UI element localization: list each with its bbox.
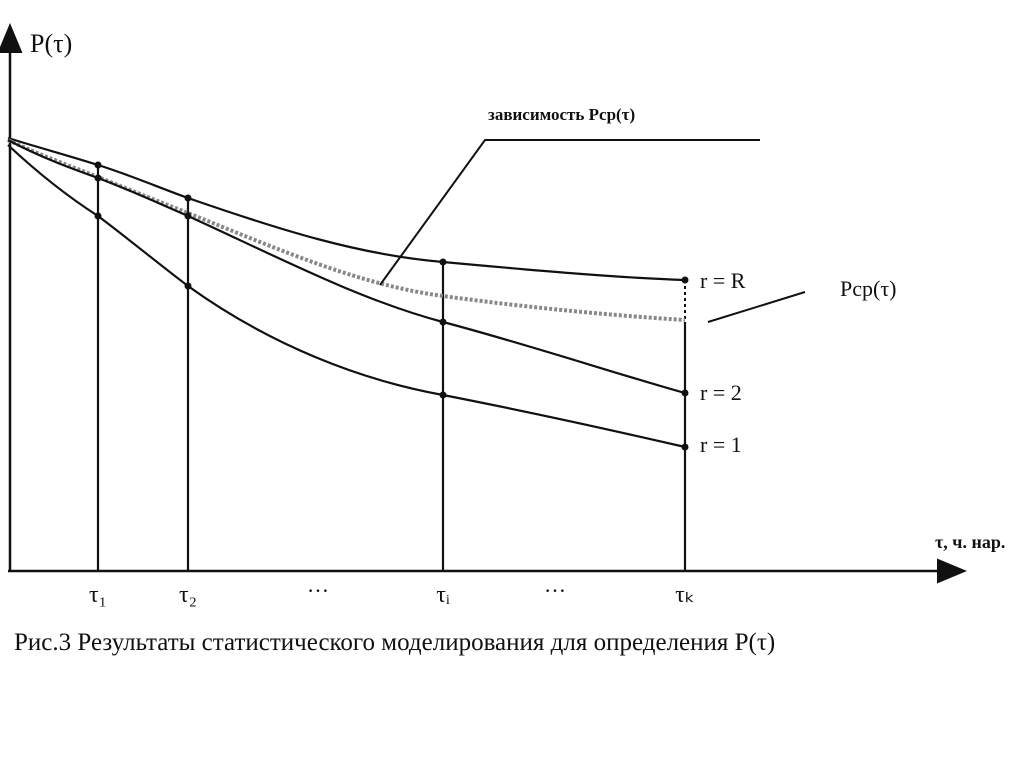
points	[94, 161, 689, 451]
curve-label: Pср(τ)	[840, 276, 897, 301]
x-tick-label: …	[307, 572, 329, 597]
x-tick-label: τₖ	[675, 582, 695, 608]
curve-p-avg	[7, 138, 686, 322]
curve-label: r = 1	[700, 432, 742, 457]
curve-r-2	[7, 139, 686, 395]
leader-line	[707, 291, 806, 323]
x-axis-label: τ, ч. нар.	[935, 532, 1005, 552]
y-axis-label: P(τ)	[30, 29, 72, 58]
x-tick-label: τ₁	[89, 582, 107, 608]
curve-r-1	[7, 144, 686, 449]
caption: Рис.3 Результаты статистического моделир…	[14, 629, 775, 656]
x-tick-label: τ₂	[179, 582, 197, 608]
curve-label: r = 2	[700, 380, 742, 405]
leader-line	[379, 139, 760, 286]
x-tick-label: …	[544, 572, 566, 597]
x-tick-label: τᵢ	[436, 582, 450, 608]
curve-r-R	[7, 136, 686, 282]
curve-label: r = R	[700, 268, 746, 293]
annotation: зависимость Pср(τ)	[488, 105, 635, 124]
